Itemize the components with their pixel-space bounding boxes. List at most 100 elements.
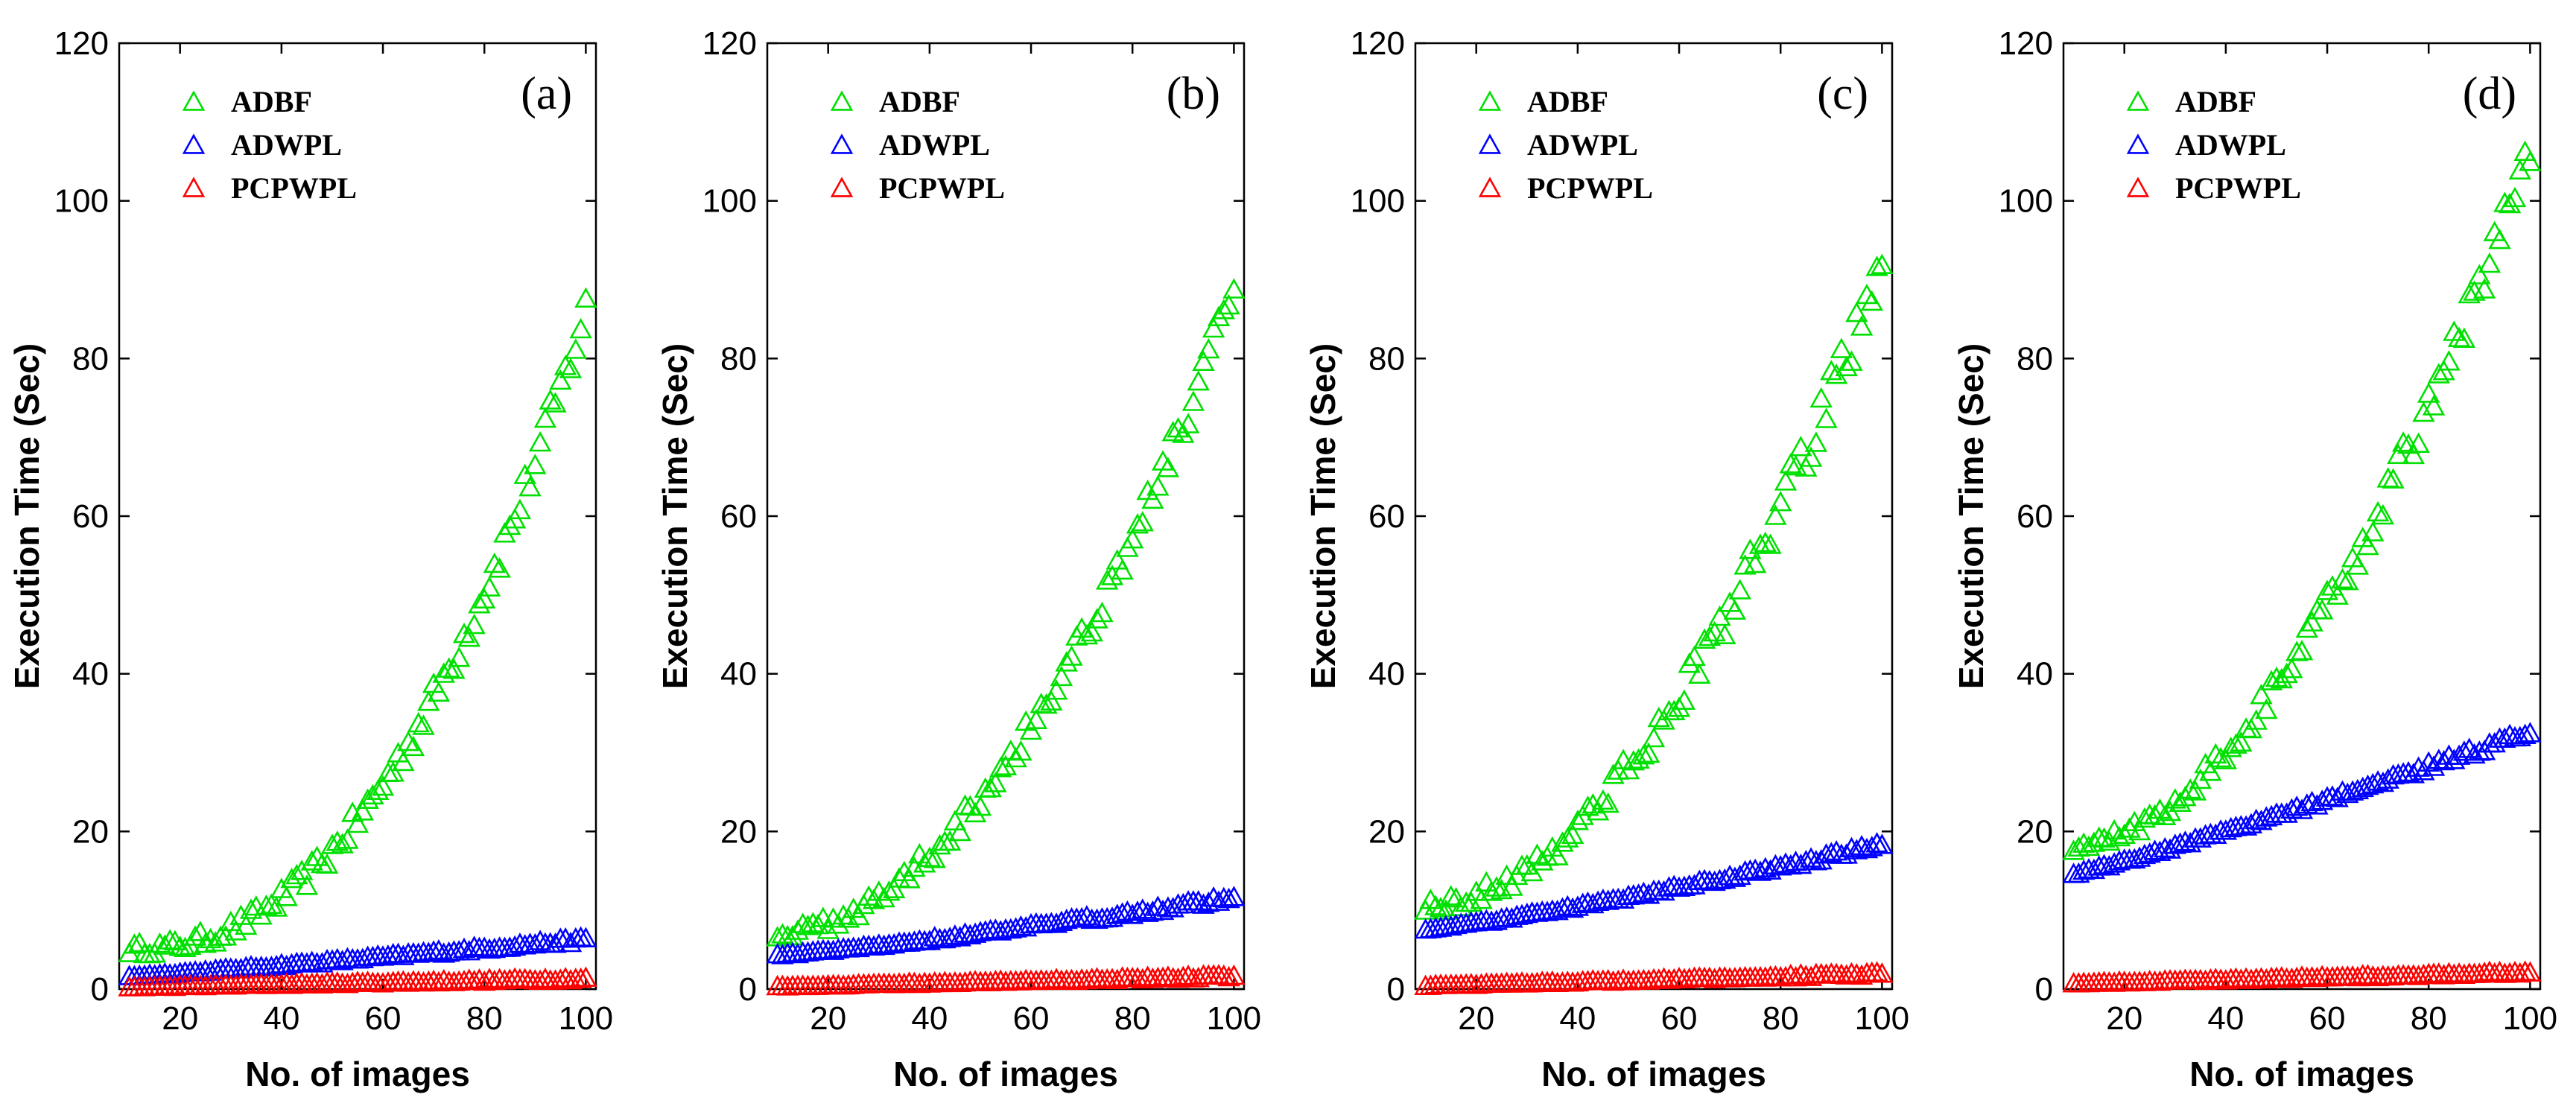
- legend-label-adwpl: ADWPL: [879, 128, 990, 162]
- data-point: [2183, 780, 2207, 801]
- y-tick-label: 0: [1387, 971, 1405, 1008]
- data-point: [148, 932, 171, 953]
- data-point: [2219, 737, 2242, 757]
- data-point: [483, 552, 507, 573]
- panel-label: (b): [1167, 69, 1220, 119]
- data-point: [285, 863, 308, 885]
- data-point: [1582, 892, 1605, 914]
- data-point: [1683, 874, 1706, 894]
- data-point: [1739, 538, 1762, 559]
- data-point: [2498, 192, 2522, 214]
- x-tick-label: 100: [1207, 1000, 1261, 1037]
- data-point: [2239, 813, 2263, 833]
- data-point: [1167, 417, 1190, 438]
- data-point: [234, 914, 258, 935]
- x-tick-label: 40: [911, 1000, 948, 1037]
- data-point: [1789, 436, 1812, 457]
- data-point: [392, 750, 415, 772]
- data-point: [478, 576, 501, 597]
- data-point: [2295, 617, 2319, 638]
- data-point: [396, 731, 420, 751]
- data-point: [1055, 651, 1078, 672]
- legend: ADBF ADWPL PCPWPL: [830, 85, 1005, 205]
- y-tick-label: 40: [720, 656, 757, 693]
- y-tick-label: 120: [1999, 25, 2053, 62]
- data-point: [1192, 350, 1215, 372]
- y-axis-title: Execution Time (Sec): [1952, 343, 1990, 689]
- data-point: [163, 930, 187, 950]
- data-point: [544, 932, 567, 953]
- data-point: [1424, 894, 1447, 915]
- x-axis-title: No. of images: [1541, 1055, 1766, 1093]
- x-tick-label: 60: [1013, 1000, 1050, 1037]
- data-point: [574, 287, 597, 308]
- data-point: [569, 317, 592, 339]
- data-point: [1044, 679, 1068, 700]
- series-adbf: [1414, 253, 1894, 920]
- data-point: [2189, 827, 2212, 848]
- data-point: [1192, 893, 1215, 914]
- y-tick-label: 60: [1368, 498, 1405, 535]
- data-point: [1136, 965, 1159, 986]
- legend-marker-adbf: [830, 90, 854, 111]
- data-point: [913, 852, 936, 873]
- data-point: [1652, 880, 1675, 901]
- data-point: [1667, 696, 1691, 717]
- data-point: [963, 801, 987, 823]
- data-point: [533, 967, 557, 988]
- data-point: [933, 927, 957, 949]
- x-axis-title: No. of images: [893, 1055, 1118, 1093]
- y-axis-title: Execution Time (Sec): [1304, 343, 1342, 689]
- data-point: [214, 925, 238, 946]
- panel-label: (a): [521, 69, 572, 119]
- data-point: [878, 880, 901, 901]
- data-point: [239, 898, 263, 919]
- data-point: [786, 919, 810, 940]
- data-point: [1212, 299, 1236, 320]
- data-point: [1085, 608, 1108, 629]
- plot-frame: [1414, 42, 1894, 991]
- data-point: [2391, 431, 2415, 452]
- x-tick-label: 60: [1661, 1000, 1698, 1037]
- data-point: [1799, 446, 1823, 467]
- data-point: [498, 514, 521, 536]
- data-point: [1728, 864, 1751, 886]
- legend-label-pcpwpl: PCPWPL: [879, 171, 1005, 205]
- legend-marker-pcpwpl: [830, 177, 854, 197]
- legend: ADBF ADWPL PCPWPL: [182, 85, 357, 205]
- data-point: [366, 779, 390, 800]
- data-point: [153, 934, 177, 955]
- plot-frame: [766, 42, 1246, 991]
- data-point: [1561, 823, 1584, 845]
- x-tick-label: 60: [2309, 1000, 2346, 1037]
- data-point: [1167, 967, 1190, 988]
- data-point: [2169, 791, 2192, 812]
- data-point: [2336, 570, 2359, 591]
- data-point: [1131, 898, 1155, 919]
- data-point: [2488, 229, 2511, 250]
- legend-label-adbf: ADBF: [879, 85, 960, 118]
- data-point: [2199, 760, 2222, 781]
- data-point: [2356, 964, 2379, 985]
- data-point: [2245, 709, 2268, 730]
- data-point: [2427, 749, 2451, 769]
- y-tick-label: 40: [2017, 656, 2053, 693]
- data-point: [1080, 620, 1103, 642]
- x-axis-title: No. of images: [2189, 1055, 2414, 1093]
- data-point: [2270, 966, 2294, 987]
- data-point: [1490, 878, 1513, 900]
- data-point: [1217, 965, 1240, 987]
- data-point: [1865, 832, 1888, 853]
- data-point: [524, 454, 547, 474]
- data-point: [518, 476, 542, 497]
- data-point: [1161, 897, 1184, 918]
- data-point: [1075, 905, 1099, 926]
- legend-marker-adwpl: [182, 133, 206, 154]
- data-point: [437, 657, 460, 678]
- legend-marker-adbf: [1478, 90, 1502, 111]
- data-point: [2382, 468, 2405, 489]
- data-point: [1820, 842, 1843, 862]
- data-point: [1111, 902, 1134, 923]
- y-tick-label: 120: [1351, 25, 1405, 62]
- y-tick-label: 0: [2035, 971, 2053, 1008]
